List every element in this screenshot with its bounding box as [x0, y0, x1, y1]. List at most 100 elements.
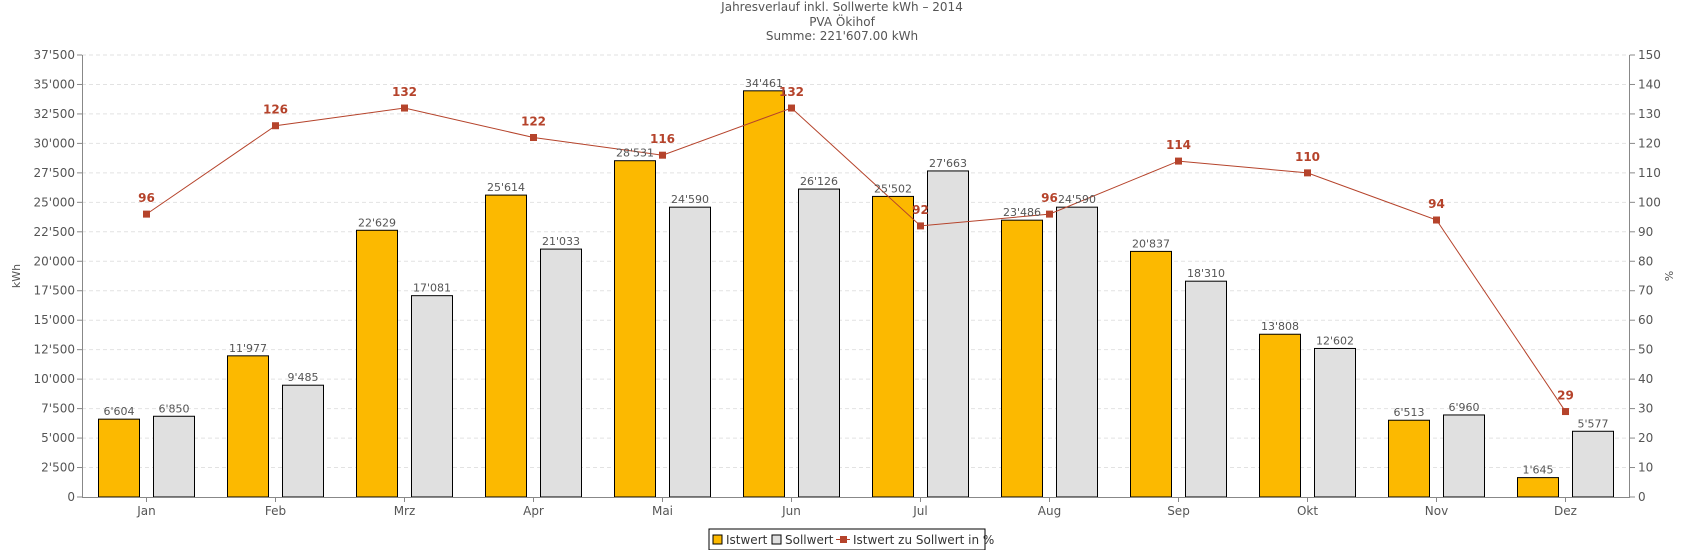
percentage-point [530, 134, 537, 142]
bar-sollwert [669, 206, 711, 498]
x-tick-label: Jun [781, 504, 801, 518]
bar-istwert [614, 160, 656, 498]
bar-sollwert [540, 248, 582, 498]
x-tick-label: Feb [265, 504, 286, 518]
percentage-label: 116 [650, 132, 675, 146]
y-tick-label: 0 [67, 490, 75, 504]
x-tick-label: Nov [1425, 504, 1448, 518]
y-tick-label: 17'500 [34, 284, 75, 298]
axes [82, 55, 1630, 498]
percentage-point [1433, 216, 1440, 224]
legend: Istwert Sollwert Istwert zu Sollwert in … [708, 528, 994, 550]
y2-tick-label: 130 [1638, 107, 1661, 121]
percentage-label: 122 [521, 115, 546, 129]
percentage-label: 96 [138, 191, 155, 205]
y2-tick-label: 40 [1638, 372, 1653, 386]
y-tick-label: 35'000 [34, 77, 75, 91]
percentage-point [1175, 157, 1182, 165]
y2-tick-label: 50 [1638, 343, 1653, 357]
bar-label-sollwert: 24'590 [671, 193, 709, 206]
percentage-point [143, 210, 150, 218]
bar-label-istwert: 25'614 [487, 181, 525, 194]
bar-sollwert [927, 170, 969, 498]
bar-label-sollwert: 21'033 [542, 235, 580, 248]
bar-label-sollwert: 27'663 [929, 157, 967, 170]
chart-title: Jahresverlauf inkl. Sollwerte kWh – 2014 [720, 0, 963, 14]
y-tick-label: 2'500 [41, 461, 75, 475]
legend-label-istwert: Istwert [726, 533, 768, 547]
y2-tick-label: 100 [1638, 195, 1661, 209]
x-tick-label: Okt [1297, 504, 1318, 518]
y-tick-label: 10'000 [34, 372, 75, 386]
legend-swatch-marker [840, 536, 847, 543]
bar-sollwert [798, 188, 840, 498]
bar-label-istwert: 28'531 [616, 147, 654, 160]
y2-tick-label: 80 [1638, 254, 1653, 268]
bar-label-istwert: 6'513 [1393, 406, 1424, 419]
percentage-label: 126 [263, 103, 288, 117]
y2-tick-label: 90 [1638, 225, 1653, 239]
y-tick-label: 15'000 [34, 313, 75, 327]
y2-tick-label: 120 [1638, 136, 1661, 150]
bar-label-istwert: 6'604 [103, 405, 134, 418]
bar-istwert [1517, 477, 1559, 498]
percentage-line [146, 107, 1566, 412]
x-tick-label: Apr [523, 504, 544, 518]
y2-tick-label: 140 [1638, 77, 1661, 91]
bar-sollwert [1572, 430, 1614, 498]
bar-sollwert [1056, 206, 1098, 498]
bar-istwert [1001, 219, 1043, 498]
percentage-point [788, 104, 795, 112]
bar-label-istwert: 23'486 [1003, 206, 1041, 219]
y2-tick-label: 20 [1638, 431, 1653, 445]
x-tick-label: Mrz [394, 504, 416, 518]
bar-label-istwert: 22'629 [358, 216, 396, 229]
y-tick-label: 5'000 [41, 431, 75, 445]
y2-axis-title: % [1662, 271, 1675, 281]
percentage-label: 29 [1557, 389, 1574, 403]
bar-label-istwert: 11'977 [229, 342, 267, 355]
bar-istwert [356, 229, 398, 498]
chart-subtitle: PVA Ökihof [809, 13, 875, 29]
bar-istwert [227, 355, 269, 498]
y2-tick-label: 0 [1638, 490, 1646, 504]
y2-tick-label: 70 [1638, 284, 1653, 298]
y2-tick-label: 110 [1638, 166, 1661, 180]
percentage-label: 132 [392, 85, 417, 99]
y-tick-label: 25'000 [34, 195, 75, 209]
x-tick-label: Sep [1167, 504, 1190, 518]
bar-label-sollwert: 6'850 [158, 402, 189, 415]
bar-label-sollwert: 6'960 [1448, 401, 1479, 414]
bar-sollwert [1314, 347, 1356, 498]
percentage-label: 94 [1428, 197, 1445, 211]
percentage-label: 110 [1295, 150, 1320, 164]
chart-summary: Summe: 221'607.00 kWh [766, 29, 918, 43]
y-tick-label: 32'500 [34, 107, 75, 121]
bar-label-sollwert: 24'590 [1058, 193, 1096, 206]
y2-tick-label: 60 [1638, 313, 1653, 327]
percentage-label: 92 [912, 203, 929, 217]
data-labels: 6'604 6'850 11'977 9'485 22'629 17'081 25'614 2… [103, 77, 1608, 477]
x-tick-label: Jan [136, 504, 156, 518]
bar-label-sollwert: 9'485 [287, 371, 318, 384]
percentage-label: 96 [1041, 191, 1058, 205]
x-tick-label: Aug [1038, 504, 1061, 518]
y2-tick-label: 30 [1638, 402, 1653, 416]
legend-label-percentage: Istwert zu Sollwert in % [853, 533, 994, 547]
percentage-point [401, 104, 408, 112]
bar-sollwert [1443, 414, 1485, 498]
percentage-point [659, 151, 666, 159]
legend-label-sollwert: Sollwert [785, 533, 834, 547]
y2-tick-label: 150 [1638, 48, 1661, 62]
bar-label-istwert: 34'461 [745, 77, 783, 90]
bar-istwert [1388, 419, 1430, 498]
y-tick-label: 20'000 [34, 254, 75, 268]
bar-sollwert [153, 415, 195, 498]
bar-istwert [743, 90, 785, 498]
bar-sollwert [1185, 280, 1227, 498]
y-tick-label: 22'500 [34, 225, 75, 239]
percentage-point [1562, 408, 1569, 416]
percentage-label: 132 [779, 85, 804, 99]
bar-label-istwert: 25'502 [874, 182, 912, 195]
